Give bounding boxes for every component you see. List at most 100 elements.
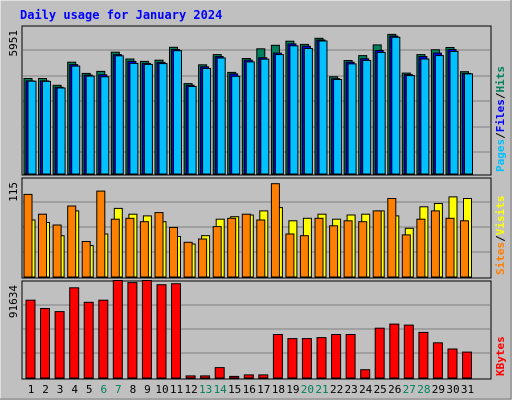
bar-kbytes-day-5 xyxy=(83,301,94,379)
bar-pages-day-24 xyxy=(362,60,372,175)
bar-kbytes-day-25 xyxy=(374,327,385,379)
bar-sites-day-5 xyxy=(81,241,91,278)
bar-pages-day-28 xyxy=(420,58,430,175)
bar-kbytes-day-18 xyxy=(272,334,283,379)
middle-max-label: 115 xyxy=(7,182,20,202)
bar-kbytes-day-22 xyxy=(331,334,342,379)
bar-kbytes-day-20 xyxy=(301,338,312,379)
bar-sites-day-17 xyxy=(256,219,266,278)
bar-kbytes-day-6 xyxy=(98,299,109,379)
x-tick-day-29: 29 xyxy=(432,383,445,396)
bar-kbytes-day-9 xyxy=(141,280,152,379)
bar-kbytes-day-16 xyxy=(243,374,254,379)
bar-kbytes-day-19 xyxy=(287,338,298,379)
x-tick-day-9: 9 xyxy=(144,383,151,396)
bar-sites-day-22 xyxy=(329,225,339,278)
bar-kbytes-day-24 xyxy=(360,369,371,379)
x-tick-day-12: 12 xyxy=(184,383,197,396)
bar-kbytes-day-8 xyxy=(127,282,138,379)
bar-sites-day-9 xyxy=(139,221,149,278)
bar-pages-day-9 xyxy=(143,63,153,175)
middle-legend: Sites/Visits xyxy=(494,196,507,276)
bar-sites-day-20 xyxy=(299,235,309,278)
x-tick-day-4: 4 xyxy=(71,383,78,396)
legend-hits: Hits xyxy=(494,66,507,93)
bar-pages-day-2 xyxy=(42,80,51,175)
x-tick-day-31: 31 xyxy=(461,383,474,396)
bar-pages-day-20 xyxy=(303,48,313,175)
bar-pages-day-21 xyxy=(318,40,328,175)
x-tick-day-30: 30 xyxy=(446,383,459,396)
bar-kbytes-day-14 xyxy=(214,367,225,379)
x-tick-day-13: 13 xyxy=(199,383,212,396)
x-tick-day-20: 20 xyxy=(301,383,314,396)
bar-sites-day-11 xyxy=(169,226,178,278)
bar-pages-day-31 xyxy=(464,73,473,175)
bar-sites-day-24 xyxy=(358,221,368,278)
x-tick-day-22: 22 xyxy=(330,383,343,396)
bar-pages-day-1 xyxy=(27,80,37,175)
bar-kbytes-day-13 xyxy=(200,375,211,379)
bar-kbytes-day-4 xyxy=(69,287,80,379)
bar-sites-day-14 xyxy=(212,226,222,278)
bar-sites-day-13 xyxy=(198,238,208,278)
bar-pages-day-10 xyxy=(158,63,168,175)
x-tick-day-17: 17 xyxy=(257,383,270,396)
bar-sites-day-16 xyxy=(241,213,251,278)
bar-kbytes-day-15 xyxy=(229,375,240,379)
x-tick-day-14: 14 xyxy=(214,383,228,396)
x-tick-day-1: 1 xyxy=(28,383,35,396)
x-tick-day-8: 8 xyxy=(130,383,137,396)
bar-sites-day-31 xyxy=(460,220,469,278)
x-tick-day-25: 25 xyxy=(374,383,387,396)
bar-kbytes-day-29 xyxy=(432,342,443,379)
bar-pages-day-5 xyxy=(85,75,95,175)
bar-kbytes-day-2 xyxy=(40,308,50,379)
bar-pages-day-12 xyxy=(187,86,197,175)
bottom-legend: KBytes xyxy=(494,336,507,376)
bar-sites-day-29 xyxy=(430,210,440,278)
bar-pages-day-29 xyxy=(434,55,444,175)
bar-pages-day-7 xyxy=(114,55,124,175)
bar-kbytes-day-26 xyxy=(389,323,400,379)
bar-kbytes-day-7 xyxy=(112,280,123,379)
bar-kbytes-day-30 xyxy=(447,348,458,379)
bar-pages-day-22 xyxy=(333,79,343,175)
bar-sites-day-19 xyxy=(285,233,295,278)
x-tick-day-16: 16 xyxy=(243,383,256,396)
bar-sites-day-26 xyxy=(387,198,397,278)
bar-pages-day-4 xyxy=(71,65,81,175)
chart-title: Daily usage for January 2024 xyxy=(20,8,222,22)
bottom-max-label: 91634 xyxy=(7,285,20,318)
bar-pages-day-8 xyxy=(129,62,139,175)
x-tick-day-10: 10 xyxy=(155,383,168,396)
x-tick-day-18: 18 xyxy=(272,383,285,396)
bar-pages-day-30 xyxy=(449,50,459,175)
bar-pages-day-16 xyxy=(245,61,255,175)
legend-sites: Sites xyxy=(494,242,507,275)
bar-sites-day-27 xyxy=(401,234,411,278)
bar-sites-day-18 xyxy=(270,183,280,278)
x-tick-day-27: 27 xyxy=(403,383,416,396)
bar-sites-day-21 xyxy=(314,217,324,278)
bar-sites-day-8 xyxy=(125,217,135,278)
bar-sites-day-2 xyxy=(38,213,47,278)
legend-visits: Visits xyxy=(494,196,507,236)
bar-pages-day-26 xyxy=(391,36,401,175)
bar-kbytes-day-28 xyxy=(418,331,429,379)
bar-pages-day-13 xyxy=(202,68,212,175)
bar-sites-day-3 xyxy=(52,224,62,278)
bar-kbytes-day-11 xyxy=(171,283,181,379)
x-tick-day-19: 19 xyxy=(286,383,299,396)
legend-kbytes: KBytes xyxy=(494,336,507,376)
x-axis-labels: 1 2 3 4 5 6 7 8 9 10 11 12 13 14 15 16 17 18 19 20 21 22 23 24 2… xyxy=(28,383,474,396)
bar-kbytes-day-12 xyxy=(185,375,196,379)
bar-kbytes-day-1 xyxy=(25,299,36,379)
bar-kbytes-day-21 xyxy=(316,337,327,379)
bar-sites-day-1 xyxy=(23,193,33,278)
x-tick-day-28: 28 xyxy=(417,383,430,396)
bar-sites-day-12 xyxy=(183,241,193,278)
bar-kbytes-day-3 xyxy=(54,311,65,379)
x-tick-day-24: 24 xyxy=(359,383,373,396)
